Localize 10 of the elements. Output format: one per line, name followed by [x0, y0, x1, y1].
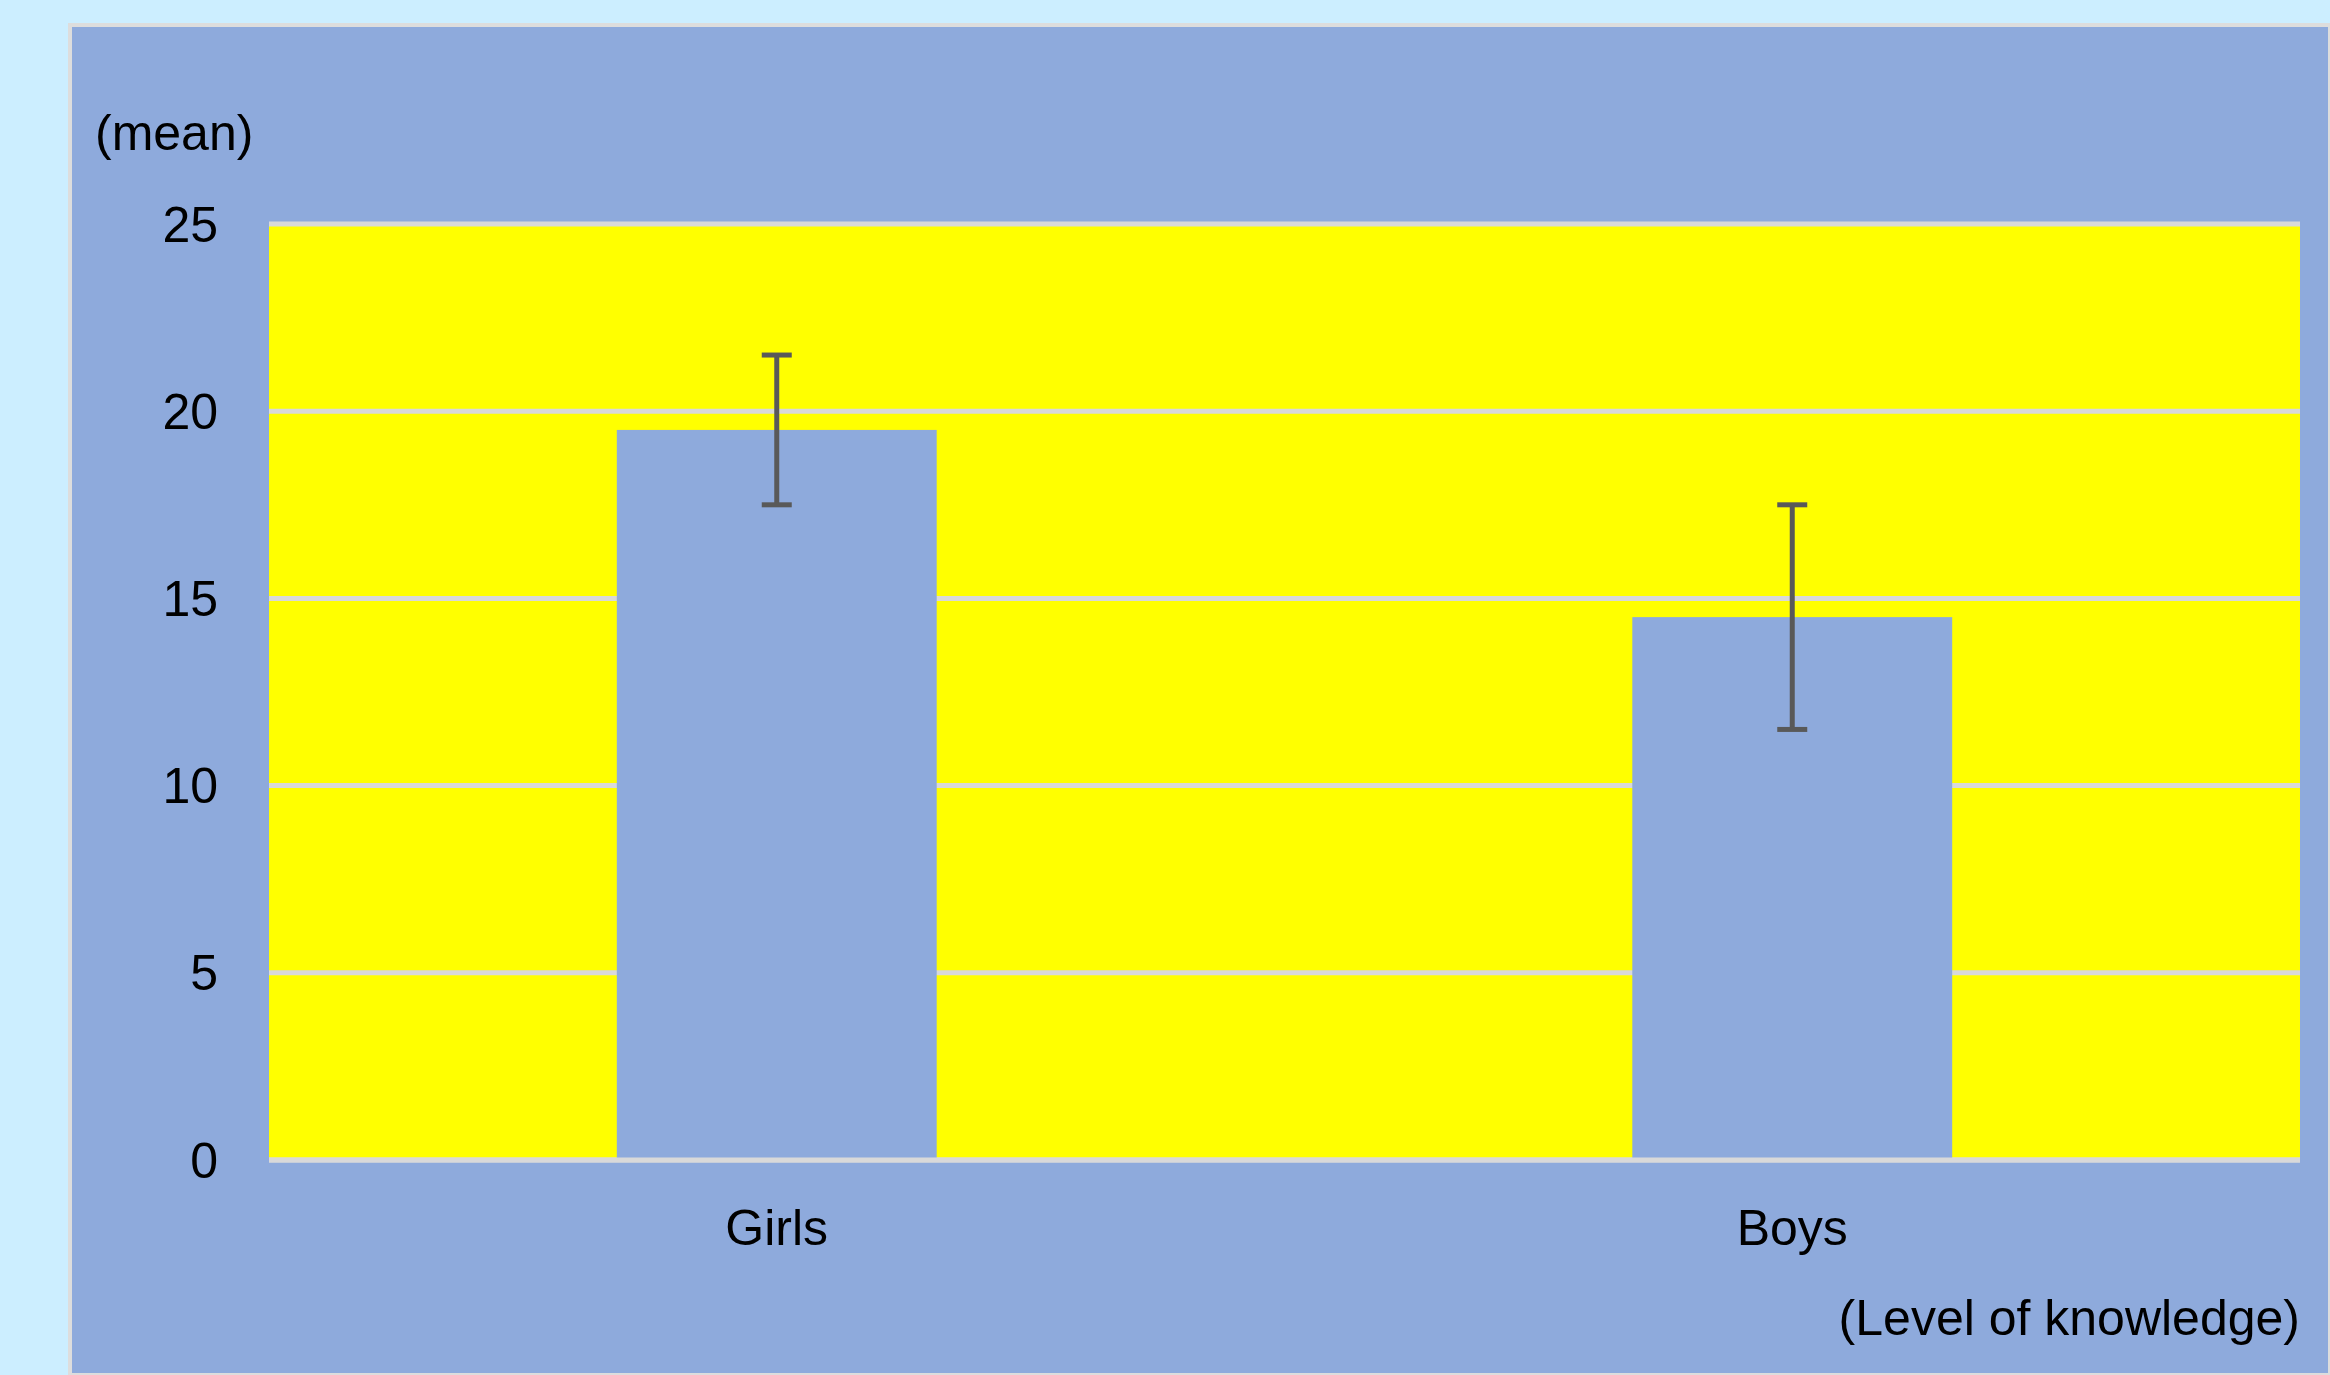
y-tick-label: 25: [162, 196, 218, 253]
y-axis-title: (mean): [95, 105, 254, 161]
y-tick-label: 10: [162, 758, 218, 815]
y-tick-label: 0: [190, 1132, 218, 1189]
y-tick-label: 15: [162, 570, 218, 627]
y-tick-label: 20: [162, 383, 218, 440]
x-axis-title: (Level of knowledge): [1838, 1290, 2300, 1346]
y-tick-label: 5: [190, 945, 218, 1002]
x-tick-label: Girls: [725, 1200, 829, 1256]
x-tick-label: Boys: [1736, 1200, 1848, 1256]
